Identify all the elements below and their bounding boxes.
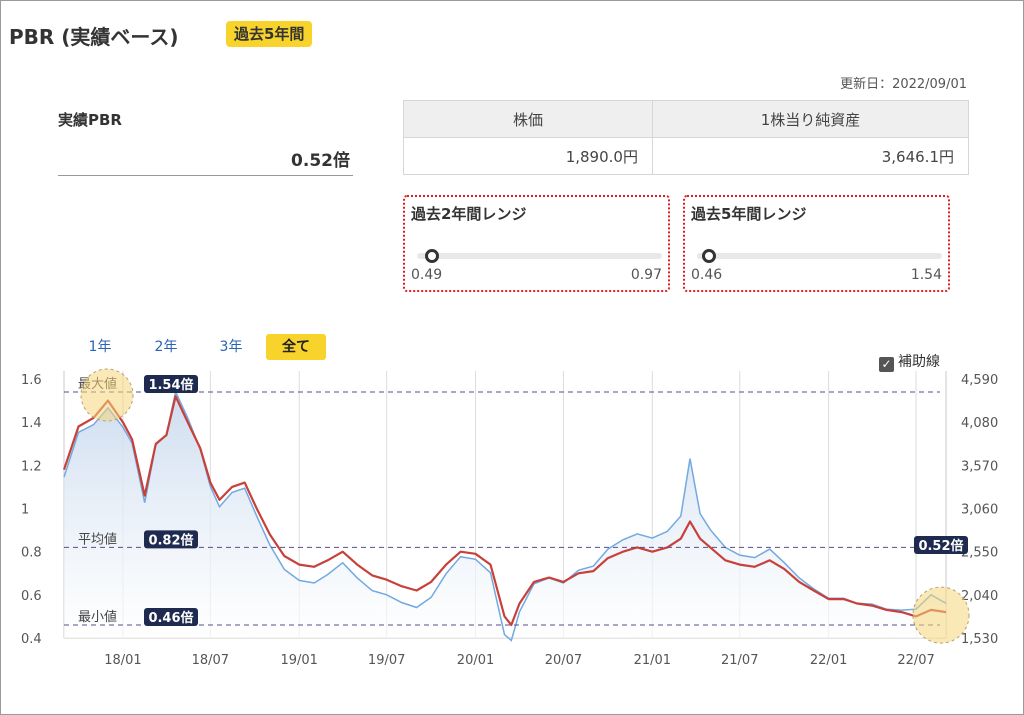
x-tick-label: 21/07 [721,653,758,668]
reference-label: 最小値 [78,609,117,625]
y-left-tick-label: 1 [21,503,29,518]
update-date: 更新日：2022/09/01 [840,77,967,92]
reference-badge [144,374,198,393]
range-2-year: 過去2年間レンジ 0.49 0.97 [403,195,670,292]
tab-all[interactable]: 全て [266,334,326,360]
aux-lines-toggle[interactable]: ✓ 補助線 [879,351,940,372]
range-5-year: 過去5年間レンジ 0.46 1.54 [683,195,950,292]
price-table: 株価 1株当り純資産 1,890.0円 3,646.1円 [403,100,970,175]
y-right-tick-label: 1,530 [961,632,998,647]
tab-3-year[interactable]: 3年 [219,339,243,355]
aux-lines-label: 補助線 [898,354,940,370]
x-tick-label: 21/01 [634,653,671,668]
x-tick-label: 19/07 [368,653,405,668]
y-left-tick-label: 1.2 [21,459,42,474]
reference-label: 平均値 [78,531,117,547]
stock-price-value: 1,890.0円 [403,137,653,175]
pbr-divider [58,175,353,176]
x-tick-label: 20/07 [545,653,582,668]
y-left-tick-label: 0.4 [21,632,42,647]
range-2-year-bar [417,253,662,259]
y-left-tick-label: 0.8 [21,546,42,561]
y-left-tick-label: 0.6 [21,589,42,604]
pbr-value: 0.52倍 [291,151,350,171]
y-right-tick-label: 3,060 [961,503,998,518]
range-2-year-max: 0.97 [630,267,662,283]
range-5-year-max: 1.54 [910,267,942,283]
y-left-tick-label: 1.4 [21,416,42,431]
range-2-year-title: 過去2年間レンジ [411,205,527,223]
tab-1-year[interactable]: 1年 [88,339,112,355]
bps-value: 3,646.1円 [651,137,970,175]
price-area [64,391,946,641]
range-5-year-title: 過去5年間レンジ [691,205,807,223]
checkbox-checked-icon[interactable]: ✓ [879,357,894,372]
reference-badge-label: 1.54倍 [148,377,193,393]
y-right-tick-label: 4,590 [961,373,998,388]
page-title: PBR (実績ベース) [9,25,179,49]
stock-price-header: 株価 [403,100,653,138]
x-tick-label: 22/01 [810,653,847,668]
reference-badge [144,530,198,549]
bps-header: 1株当り純資産 [651,100,970,138]
reference-badge-label: 0.82倍 [148,532,193,548]
tab-2-year[interactable]: 2年 [154,339,178,355]
price-table-value-row: 1,890.0円 3,646.1円 [403,137,970,175]
range-2-year-min: 0.49 [411,267,443,283]
x-tick-label: 20/01 [457,653,494,668]
range-5-year-bar [697,253,942,259]
current-value-badge [914,536,968,554]
range-5-year-min: 0.46 [691,267,723,283]
x-tick-label: 18/07 [192,653,229,668]
y-right-tick-label: 3,570 [961,459,998,474]
y-right-tick-label: 4,080 [961,416,998,431]
y-left-tick-label: 1.6 [21,373,42,388]
pbr-label: 実績PBR [58,111,122,129]
current-highlight [912,586,970,644]
x-tick-label: 18/01 [104,653,141,668]
pbr-line [62,395,947,627]
reference-badge-label: 0.46倍 [148,610,193,626]
x-tick-label: 22/07 [897,653,934,668]
y-right-tick-label: 2,550 [961,546,998,561]
reference-badge [144,608,198,627]
range-5-year-marker [702,249,717,263]
max-highlight [80,368,134,422]
period-badge: 過去5年間 [226,21,313,47]
current-value-label: 0.52倍 [918,538,963,554]
price-table-header-row: 株価 1株当り純資産 [403,100,970,138]
x-tick-label: 19/01 [280,653,317,668]
range-2-year-marker [424,249,439,263]
y-right-tick-label: 2,040 [961,589,998,604]
